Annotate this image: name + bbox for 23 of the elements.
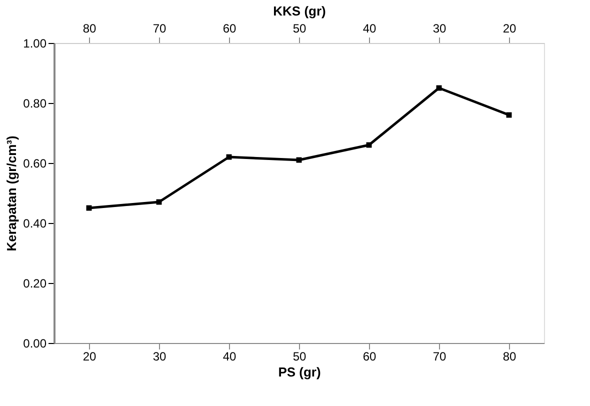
x2-tick-label: 60	[222, 22, 236, 36]
y-tick-label: 1.00	[23, 36, 47, 50]
x2-tick-label: 20	[502, 22, 516, 36]
x-tick-label: 40	[222, 350, 236, 364]
y-tick-label: 0.00	[23, 336, 47, 350]
y-tick-label: 0.60	[23, 156, 47, 170]
x2-axis-title: KKS (gr)	[273, 4, 326, 18]
x2-tick-label: 40	[362, 22, 376, 36]
x-tick-label: 80	[502, 350, 516, 364]
x-tick-label: 60	[362, 350, 376, 364]
x2-tick-label: 30	[432, 22, 446, 36]
x-tick-label: 20	[82, 350, 96, 364]
x-tick-label: 30	[152, 350, 166, 364]
y-tick-label: 0.20	[23, 276, 47, 290]
x2-tick-label: 80	[82, 22, 96, 36]
x2-tick-label: 70	[152, 22, 166, 36]
x-tick-label: 70	[432, 350, 446, 364]
x-axis-title: PS (gr)	[278, 364, 321, 380]
y-tick-label: 0.40	[23, 216, 47, 230]
x-tick-label: 50	[292, 350, 306, 364]
y-tick-label: 0.80	[23, 96, 47, 110]
x2-tick-label: 50	[292, 22, 306, 36]
y-axis-title: Kerapatan (gr/cm³)	[4, 136, 20, 252]
